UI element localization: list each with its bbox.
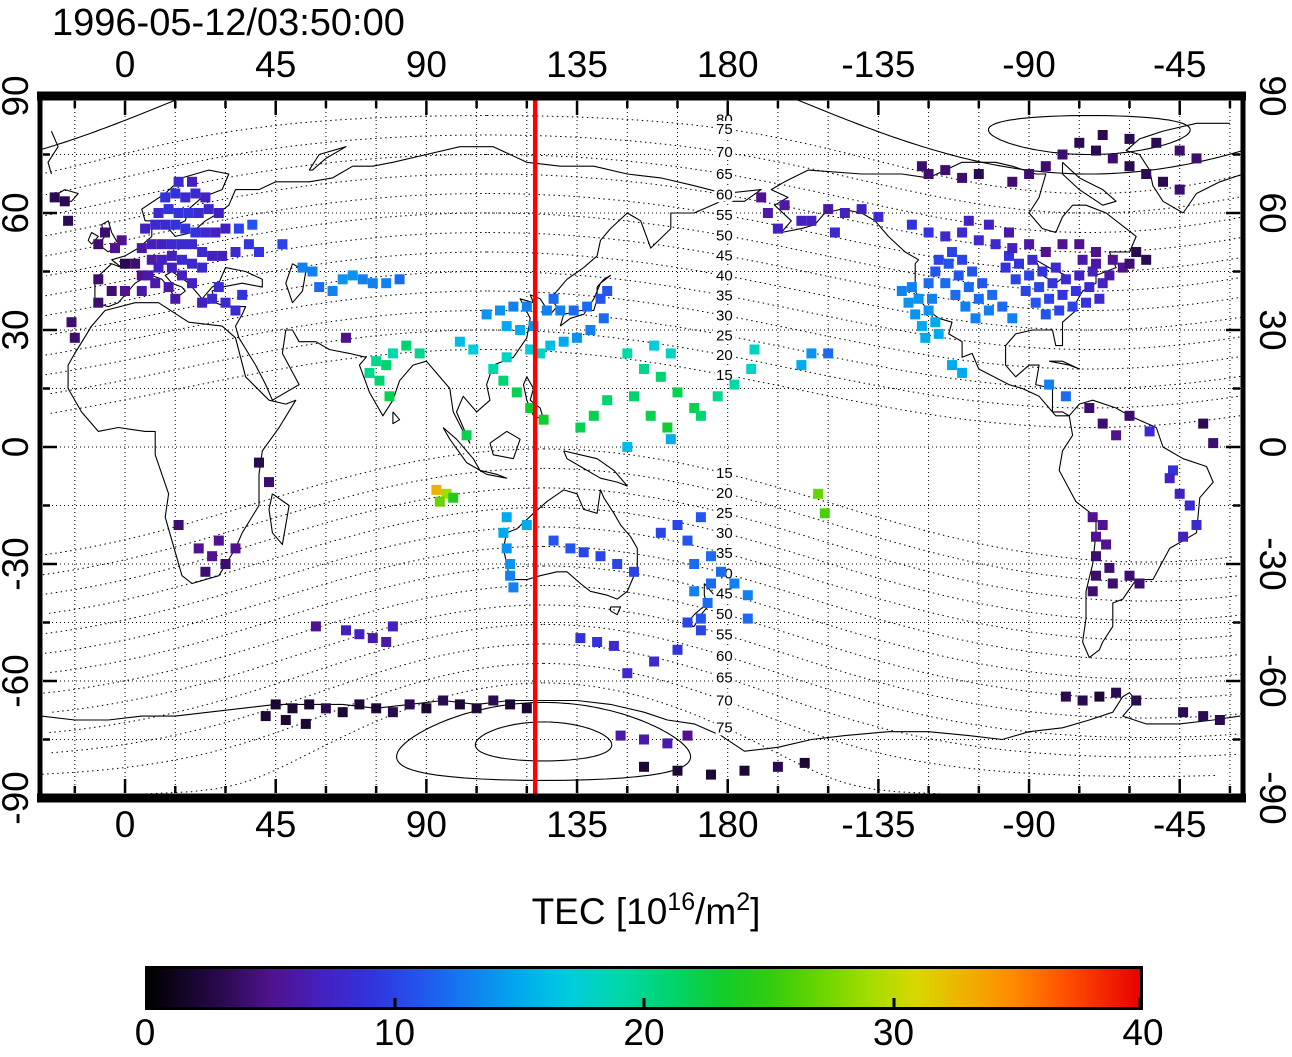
tick-label-top-180: 180 [696,44,759,85]
svg-text:75: 75 [716,121,733,138]
tick-label-bottom--45: -45 [1152,804,1207,845]
colorbar-tick-label-20: 20 [623,1012,665,1053]
tick-label-bottom--90: -90 [1002,804,1056,845]
svg-text:50: 50 [716,606,733,623]
tick-label-top-0: 0 [114,44,136,85]
colorbar-tick-mark [892,998,895,1007]
tick-label-top-45: 45 [255,44,297,85]
colorbar-tick-label-30: 30 [872,1012,915,1053]
svg-text:15: 15 [716,465,733,482]
tick-label-bottom-90: 90 [405,804,447,845]
geomagnetic-contours [40,96,1243,797]
colorbar-tick-label-10: 10 [373,1012,416,1053]
tick-label-right--90: -90 [1252,771,1292,825]
tick-label-bottom-45: 45 [255,804,297,845]
tick-label-left--90: -90 [0,771,36,825]
tick-label-top-135: 135 [546,44,608,85]
tick-label-left-90: 90 [0,75,36,117]
colorbar-tick-mark [642,998,646,1007]
plot-frame [37,91,1246,803]
svg-text:65: 65 [716,166,733,183]
tick-label-right-0: 0 [1252,436,1292,458]
tick-label-left--60: -60 [0,654,36,708]
svg-text:75: 75 [716,719,733,736]
svg-text:35: 35 [716,288,733,305]
tick-label-left-0: 0 [0,437,37,458]
svg-text:55: 55 [716,207,733,224]
tick-label-right--60: -60 [1252,654,1292,708]
tick-label-bottom-0: 0 [114,804,136,845]
tick-label-top--90: -90 [1002,44,1056,85]
contour-labels: 8075706560555045403530252015152025303540… [713,108,736,739]
colorbar-tick-mark [146,998,150,1007]
svg-text:50: 50 [716,227,733,244]
tick-label-bottom-180: 180 [696,804,759,845]
tick-label-right-60: 60 [1252,192,1292,234]
tick-label-top--45: -45 [1152,44,1207,85]
svg-text:25: 25 [716,505,733,522]
svg-text:25: 25 [716,327,733,344]
tick-label-right--30: -30 [1252,537,1292,591]
tick-label-right-90: 90 [1252,75,1292,117]
colorbar-title: TEC [1016/m2] [0,888,1292,933]
colorbar-title-mid: /m [695,891,737,932]
svg-text:45: 45 [716,248,733,265]
timestamp-title: 1996-05-12/03:50:00 [52,2,405,44]
svg-text:60: 60 [716,648,733,665]
tick-label-left-30: 30 [0,309,36,351]
colorbar-tick-mark [1138,998,1142,1007]
svg-text:80: 80 [716,111,733,128]
svg-text:70: 70 [716,144,733,161]
colorbar-title-prefix: TEC [10 [531,891,668,932]
svg-text:20: 20 [716,347,733,364]
svg-text:55: 55 [716,627,733,644]
tick-label-top--135: -135 [841,44,916,85]
svg-text:70: 70 [716,693,733,710]
colorbar-tick-label-40: 40 [1122,1012,1164,1053]
tick-label-bottom-135: 135 [546,804,608,845]
colorbar-title-suffix: ] [750,891,761,932]
tick-label-right-30: 30 [1252,309,1292,351]
svg-text:20: 20 [716,485,733,502]
tec-data-points [49,130,1225,780]
colorbar-tick-mark [393,998,396,1007]
tick-label-top-90: 90 [405,44,447,85]
svg-text:40: 40 [716,268,733,285]
svg-text:65: 65 [716,669,733,686]
colorbar-title-exponent: 16 [667,888,696,916]
colorbar-tick-label-0: 0 [134,1012,156,1053]
tick-label-left--30: -30 [0,537,36,591]
tick-label-bottom--135: -135 [841,804,916,845]
colorbar-title-exponent2: 2 [736,888,751,916]
svg-text:60: 60 [716,187,733,204]
tick-label-left-60: 60 [0,192,36,234]
svg-text:35: 35 [716,545,733,562]
svg-text:30: 30 [716,307,733,324]
svg-text:30: 30 [716,525,733,542]
